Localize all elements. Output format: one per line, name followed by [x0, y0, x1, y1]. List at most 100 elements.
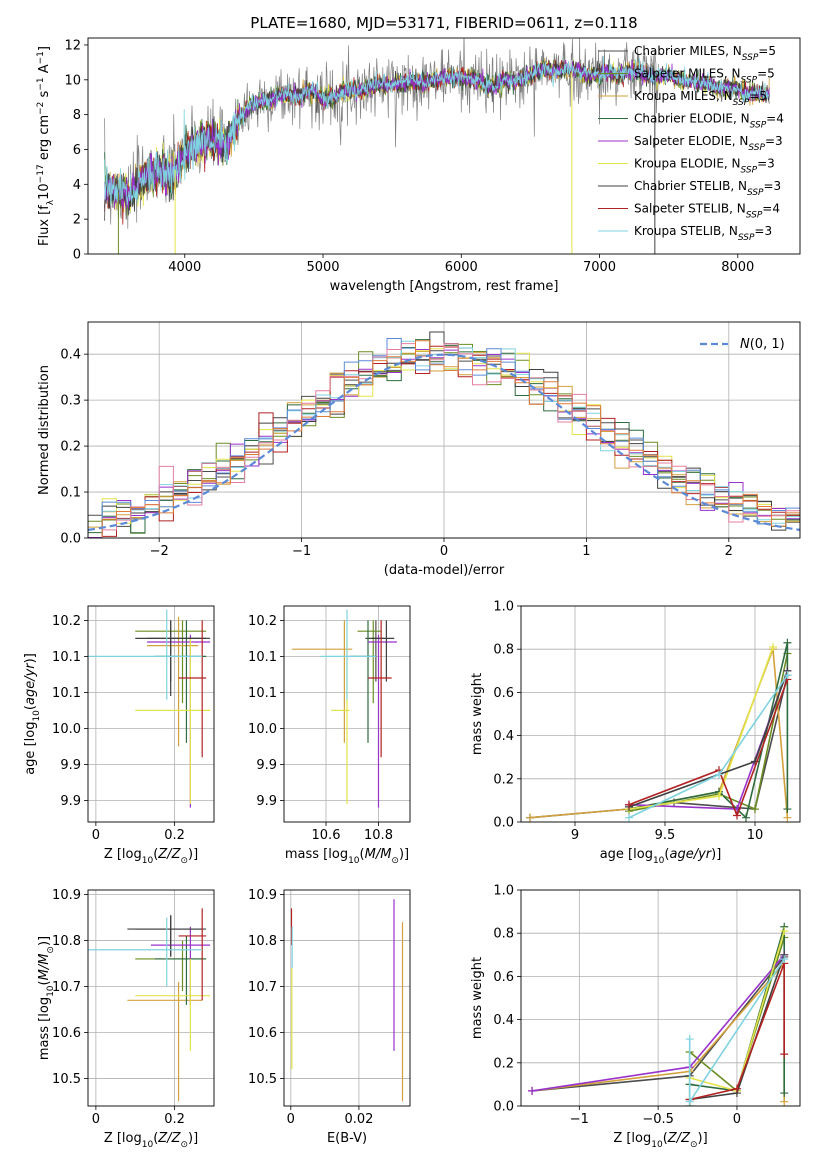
axes-frame: [87, 321, 801, 539]
weight-marker: [769, 643, 777, 652]
y-axis-label: age [log10(age/yr)]: [23, 653, 42, 775]
weight-marker: [625, 813, 633, 822]
weight-line: [689, 963, 786, 1101]
y-axis-label: Flux [fλ10−17 erg cm−2 s−1 A−1]: [36, 46, 56, 246]
axes-frame: [87, 605, 215, 823]
figure-title: PLATE=1680, MJD=53171, FIBERID=0611, z=0…: [250, 14, 637, 32]
chart-mass_vs_Z: 0 0.2 10.5 10.6 10.7 10.8 10.9 Z [log10(Z/Z⊙)] m…: [37, 888, 215, 1150]
x-axis-label: E(B-V): [327, 1131, 367, 1146]
legend-label: Chabrier ELODIE, NSSP=4: [634, 112, 784, 131]
legend-label: Chabrier MILES, NSSP=5: [634, 44, 776, 63]
weight-line: [628, 642, 789, 820]
axes-frame: [87, 889, 215, 1107]
y-tick-label: 10.5: [248, 1072, 277, 1087]
weight-marker: [783, 638, 792, 647]
weight-marker: [685, 1035, 694, 1044]
weight-marker: [625, 800, 633, 809]
chart-spectrum: 4000 5000 6000 7000 8000 0 2 4 6 8 10 12 wavelength …: [36, 37, 801, 294]
x-tick-label: −2: [150, 544, 169, 559]
weight-marker: [783, 813, 792, 822]
y-tick-label: 10.9: [248, 888, 277, 903]
y-tick-label: 10.1: [248, 650, 277, 665]
y-tick-label: 1.0: [493, 600, 514, 615]
y-tick-label: 1.0: [493, 884, 514, 899]
y-tick-label: 9.9: [60, 794, 81, 809]
axes-frame: [520, 889, 801, 1107]
y-tick-label: 2: [73, 213, 81, 228]
y-axis-label: mass [log10(M/M⊙)]: [37, 936, 56, 1060]
histogram-step: [88, 340, 800, 538]
plot-area: [104, 38, 770, 254]
x-tick-label: 0.02: [344, 1112, 373, 1127]
y-tick-label: 10.7: [52, 980, 81, 995]
legend-label: Kroupa ELODIE, NSSP=3: [634, 157, 775, 176]
x-tick-label: −1: [570, 1112, 589, 1127]
x-tick-label: 2: [725, 544, 733, 559]
y-tick-label: 10.1: [248, 686, 277, 701]
y-tick-label: 0.2: [60, 440, 81, 455]
chart-mass_weight_vs_Z: −1 −0.5 0 0.0 0.2 0.4 0.6 0.8 1.0 Z [log10(Z/Z⊙)]…: [470, 884, 801, 1150]
legend: N(0, 1): [700, 337, 785, 352]
x-tick-label: 6000: [445, 260, 478, 275]
plot-area: [88, 908, 211, 1102]
y-tick-label: 0.8: [493, 927, 514, 942]
x-axis-label: age [log10(age/yr)]: [600, 847, 722, 866]
weight-line: [628, 679, 789, 818]
x-tick-label: 10.8: [364, 828, 393, 843]
y-tick-label: 9.9: [256, 758, 277, 773]
weight-marker: [528, 1086, 537, 1095]
normal-curve: [88, 353, 800, 531]
spectrum-data: [104, 38, 660, 229]
y-tick-label: 8: [73, 108, 81, 123]
x-tick-label: 0.2: [164, 828, 185, 843]
x-tick-label: 0: [287, 1112, 295, 1127]
y-tick-label: 0.1: [60, 486, 81, 501]
x-axis-label: Z [log10(Z/Z⊙)]: [104, 847, 198, 866]
y-axis-label: mass weight: [470, 673, 485, 755]
axes-frame: [283, 889, 411, 1107]
y-axis-label: mass weight: [470, 957, 485, 1039]
y-tick-label: 0.0: [493, 816, 514, 831]
weight-marker: [780, 955, 789, 964]
plot-area: [88, 331, 800, 538]
y-tick-label: 10.1: [52, 686, 81, 701]
y-tick-label: 0.4: [60, 348, 81, 363]
y-tick-label: 0.2: [493, 1056, 514, 1071]
x-tick-label: 8000: [721, 260, 754, 275]
x-axis-label: (data-model)/error: [384, 563, 505, 578]
x-axis-label: Z [log10(Z/Z⊙)]: [613, 1131, 707, 1150]
x-tick-label: 5000: [306, 260, 339, 275]
y-tick-label: 4: [73, 178, 81, 193]
y-tick-label: 0.2: [493, 772, 514, 787]
y-tick-label: 0.3: [60, 394, 81, 409]
y-tick-label: 9.9: [256, 794, 277, 809]
y-tick-label: 10.1: [52, 650, 81, 665]
model-line-salpeter-elodie: [104, 59, 770, 210]
weight-marker: [780, 1089, 789, 1098]
legend: Chabrier MILES, NSSP=5 Salpeter MILES, NS…: [598, 44, 784, 243]
axes-frame: [283, 605, 411, 823]
y-axis-label: Normed distribution: [37, 365, 52, 495]
x-tick-label: 1: [582, 544, 590, 559]
x-tick-label: −1: [292, 544, 311, 559]
x-tick-label: −0.5: [642, 1112, 674, 1127]
x-axis-label: wavelength [Angstrom, rest frame]: [330, 279, 559, 294]
x-axis-label: mass [log10(M/M⊙)]: [285, 847, 409, 866]
weight-marker: [783, 805, 792, 814]
axes-frame: [520, 605, 801, 823]
x-tick-label: 0: [92, 1112, 100, 1127]
x-tick-label: 0: [733, 1112, 741, 1127]
y-tick-label: 0.0: [60, 532, 81, 547]
y-tick-label: 10.2: [248, 614, 277, 629]
weight-marker: [715, 792, 723, 801]
weight-marker: [751, 805, 759, 814]
weight-marker: [685, 1097, 694, 1106]
chart-age_vs_Z: 0 0.2 9.9 9.9 10.0 10.1 10.1 10.2 Z [log10(Z/Z⊙)…: [23, 605, 215, 866]
legend-label: Chabrier STELIB, NSSP=3: [634, 179, 781, 198]
legend-label: Salpeter ELODIE, NSSP=3: [634, 134, 783, 153]
y-tick-label: 10.0: [248, 722, 277, 737]
plot-area: [290, 899, 404, 1102]
y-tick-label: 12: [64, 38, 81, 53]
y-tick-label: 10.6: [52, 1026, 81, 1041]
